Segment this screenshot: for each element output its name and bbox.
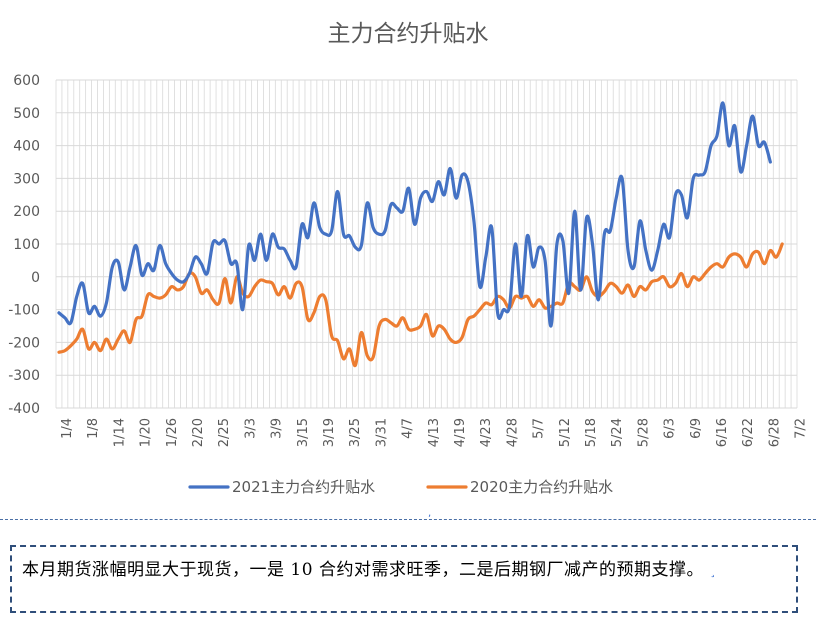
y-tick-label: -300	[8, 368, 40, 384]
note-text: 本月期货涨幅明显大于现货，一是 10 合约对需求旺季，二是后期钢厂减产的预期支撑…	[22, 560, 704, 580]
x-tick-label: 2/25	[217, 418, 232, 447]
x-tick-label: 5/12	[558, 418, 573, 447]
x-tick-label: 4/13	[427, 418, 442, 447]
x-tick-label: 3/31	[374, 418, 389, 447]
y-tick-label: 100	[13, 237, 40, 253]
x-tick-label: 1/4	[60, 418, 75, 439]
y-tick-label: 400	[13, 139, 40, 155]
x-tick-label: 6/28	[767, 418, 782, 447]
series-2020-line	[57, 242, 784, 368]
x-tick-label: 7/2	[794, 418, 809, 439]
y-tick-label: 600	[13, 73, 40, 89]
x-tick-label: 5/28	[636, 418, 651, 447]
note-box: 本月期货涨幅明显大于现货，一是 10 合约对需求旺季，二是后期钢厂减产的预期支撑…	[10, 545, 798, 613]
x-tick-label: 5/24	[610, 418, 625, 447]
note-separator	[0, 519, 816, 520]
x-tick-label: 6/3	[663, 418, 678, 439]
y-tick-label: 500	[13, 106, 40, 122]
series-2021-line	[57, 101, 772, 328]
y-tick-label: -200	[8, 335, 40, 351]
chart-title: 主力合约升贴水	[327, 21, 489, 47]
chart-container: 主力合约升贴水 600 500 400 300 200 100 0 -100 -200 -300 -…	[8, 21, 809, 496]
x-tick-label: 6/22	[741, 418, 756, 447]
note-separator-mark: ,	[428, 508, 432, 519]
x-tick-label: 5/18	[584, 418, 599, 447]
x-tick-label: 4/23	[479, 418, 494, 447]
x-tick-label: 3/9	[270, 418, 285, 439]
x-tick-label: 4/7	[401, 418, 416, 439]
x-tick-label: 2/20	[191, 418, 206, 447]
y-tick-label: -100	[8, 303, 40, 319]
x-tick-label: 5/7	[532, 418, 547, 439]
legend-label-2020: 2020主力合约升贴水	[470, 478, 613, 496]
x-tick-label: 4/19	[453, 418, 468, 447]
legend-label-2021: 2021主力合约升贴水	[232, 478, 375, 496]
x-tick-label: 3/25	[348, 418, 363, 447]
x-tick-label: 3/3	[243, 418, 258, 439]
x-tick-label: 3/15	[296, 418, 311, 447]
x-tick-label: 3/19	[322, 418, 337, 447]
y-tick-label: -400	[8, 401, 40, 417]
y-tick-label: 300	[13, 171, 40, 187]
x-tick-label: 1/14	[112, 418, 127, 447]
y-tick-label: 200	[13, 204, 40, 220]
note-tail-mark: ¸	[709, 564, 717, 578]
line-chart: 600 500 400 300 200 100 0 -100 -200 -300 -400 1/4 1/…	[8, 73, 809, 496]
y-tick-label: 0	[31, 270, 40, 286]
x-tick-label: 1/20	[139, 418, 154, 447]
x-tick-label: 1/26	[165, 418, 180, 447]
x-tick-label: 6/9	[689, 418, 704, 439]
x-tick-label: 1/8	[86, 418, 101, 439]
x-tick-label: 4/28	[505, 418, 520, 447]
x-tick-label: 6/16	[715, 418, 730, 447]
